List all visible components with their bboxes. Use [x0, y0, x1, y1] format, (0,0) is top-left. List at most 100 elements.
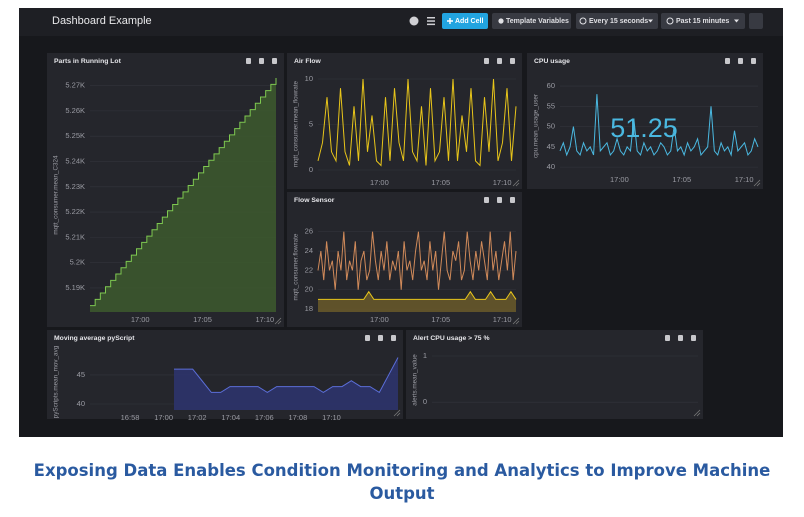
resize-handle[interactable] [274, 317, 282, 325]
add-cell-button[interactable] [442, 13, 488, 29]
series-line [559, 94, 759, 157]
resize-handle[interactable] [512, 179, 520, 187]
clone-icon[interactable] [378, 335, 383, 341]
delete-icon[interactable] [691, 335, 696, 341]
series-line [318, 290, 517, 300]
y-tick-label: 22 [305, 265, 313, 274]
template-icon [498, 18, 504, 24]
range-dropdown[interactable] [661, 13, 745, 29]
template-variables-button[interactable] [492, 13, 571, 29]
y-tick-label: 20 [305, 285, 313, 294]
clone-icon[interactable] [497, 197, 502, 203]
y-tick-label: 45 [547, 142, 555, 151]
clone-icon[interactable] [259, 58, 264, 64]
resize-handle[interactable] [512, 317, 520, 325]
clone-icon[interactable] [497, 58, 502, 64]
cell-title: Parts in Running Lot [54, 58, 122, 65]
y-tick-label: 1 [423, 351, 427, 360]
y-tick-label: 60 [547, 81, 555, 90]
delete-icon[interactable] [510, 58, 515, 64]
y-tick-label: 5.21K [65, 232, 85, 241]
clone-icon[interactable] [738, 58, 743, 64]
y-tick-label: 10 [305, 74, 313, 83]
y-axis-label: alerts.mean_value [412, 354, 419, 406]
series-line [174, 357, 399, 394]
delete-icon[interactable] [272, 58, 277, 64]
y-tick-label: 55 [547, 101, 555, 110]
x-tick-label: 17:05 [431, 178, 450, 187]
x-tick-label: 17:05 [431, 315, 450, 324]
x-tick-label: 17:10 [735, 175, 754, 184]
single-stat: 51.25 [610, 113, 678, 143]
caret [648, 19, 653, 23]
cell-title: CPU usage [534, 58, 570, 65]
y-axis-label: mqtt_consumer.mean_flowrate [293, 80, 300, 167]
y-tick-label: 5.24K [65, 156, 85, 165]
fullscreen-button[interactable] [749, 13, 763, 29]
delete-icon[interactable] [391, 335, 396, 341]
resize-handle[interactable] [693, 409, 701, 417]
series-line [317, 231, 517, 290]
refresh-icon [579, 17, 587, 25]
y-tick-label: 5.25K [65, 131, 85, 140]
range-label: Past 15 minutes [676, 18, 729, 25]
cell-title: Moving average pyScript [54, 335, 135, 342]
y-tick-label: 18 [305, 304, 313, 313]
y-tick-label: 5.19K [65, 283, 85, 292]
cell-title: Air Flow [294, 58, 322, 65]
edit-icon[interactable] [725, 58, 730, 64]
cell [527, 53, 763, 189]
x-tick-label: 17:02 [188, 413, 207, 422]
resize-handle[interactable] [753, 179, 761, 187]
edit-icon[interactable] [365, 335, 370, 341]
resize-handle[interactable] [393, 409, 401, 417]
x-tick-label: 17:08 [289, 413, 308, 422]
y-tick-label: 5.22K [65, 207, 85, 216]
y-tick-label: 0 [309, 165, 313, 174]
clone-icon[interactable] [678, 335, 683, 341]
edit-icon[interactable] [665, 335, 670, 341]
edit-icon[interactable] [246, 58, 251, 64]
y-tick-label: 5.27K [65, 81, 85, 90]
x-tick-label: 17:10 [255, 315, 274, 324]
y-tick-label: 45 [77, 370, 85, 379]
y-tick-label: 5.23K [65, 182, 85, 191]
caret [734, 19, 739, 23]
refresh-dropdown[interactable] [576, 13, 658, 29]
series-line [90, 78, 277, 307]
x-tick-label: 16:58 [121, 413, 140, 422]
x-tick-label: 17:04 [221, 413, 240, 422]
cell [406, 330, 703, 419]
y-axis-label: cpu.mean_usage_user [533, 94, 540, 158]
dashboard-title: Dashboard Example [52, 15, 152, 27]
x-tick-label: 17:10 [493, 178, 512, 187]
series-area [318, 291, 516, 312]
y-tick-label: 5.2K [70, 258, 85, 267]
delete-icon[interactable] [751, 58, 756, 64]
add-cell-label: Add Cell [455, 18, 483, 25]
list-icon[interactable] [427, 17, 435, 26]
help-icon[interactable] [409, 16, 419, 26]
x-tick-label: 17:00 [610, 175, 629, 184]
x-tick-label: 17:10 [322, 413, 341, 422]
x-tick-label: 17:00 [370, 315, 389, 324]
y-tick-label: 26 [305, 227, 313, 236]
x-tick-label: 17:00 [370, 178, 389, 187]
y-tick-label: 5 [309, 119, 313, 128]
edit-icon[interactable] [484, 197, 489, 203]
clock-icon [666, 17, 674, 25]
x-tick-label: 17:00 [131, 315, 150, 324]
add-icon [447, 18, 453, 24]
y-tick-label: 40 [77, 399, 85, 408]
x-tick-label: 17:05 [193, 315, 212, 324]
x-tick-label: 17:00 [154, 413, 173, 422]
y-axis-label: mqtt_consumer.mean_C324 [53, 155, 60, 235]
caption: Exposing Data Enables Condition Monitori… [33, 461, 771, 503]
cell-title: Flow Sensor [294, 197, 335, 204]
edit-icon[interactable] [484, 58, 489, 64]
delete-icon[interactable] [510, 197, 515, 203]
series-area [174, 357, 398, 410]
y-tick-label: 50 [547, 122, 555, 131]
template-variables-label: Template Variables [506, 18, 569, 25]
